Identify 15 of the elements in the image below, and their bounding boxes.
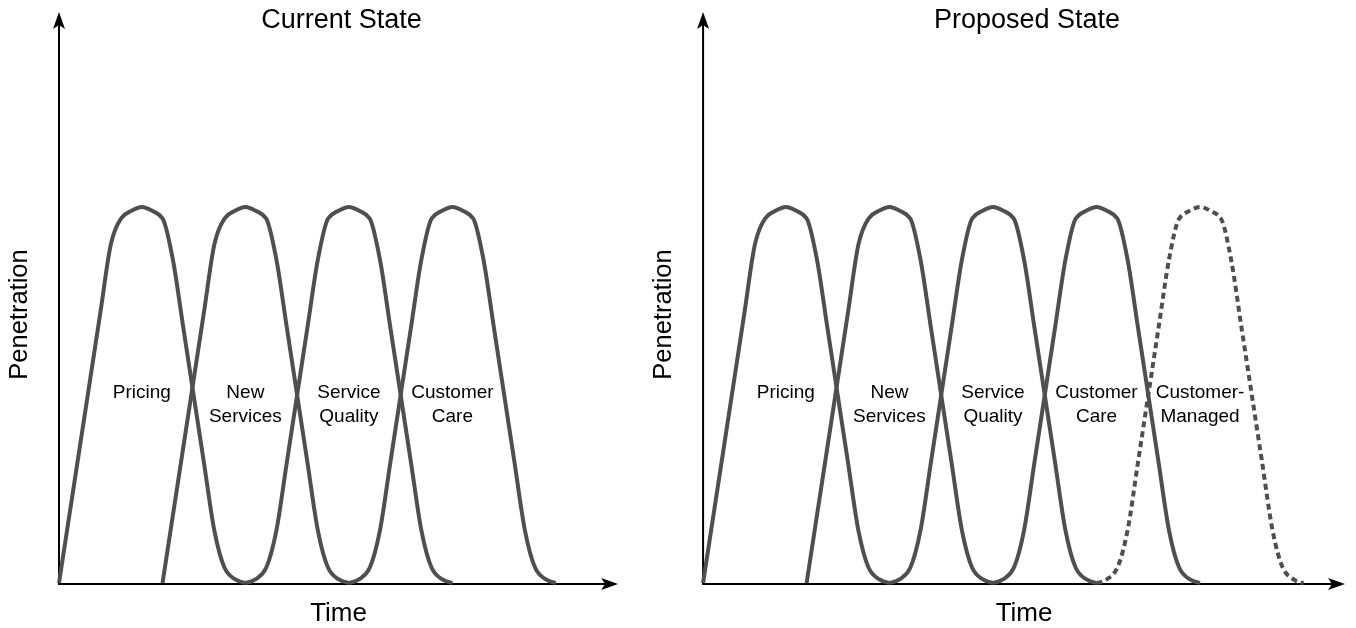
x-axis-title: Time (310, 597, 367, 627)
series-label: New Services (853, 380, 926, 426)
series-label: Customer-Managed (1155, 380, 1245, 426)
series-label: Pricing (756, 380, 815, 402)
series-label: Service Quality (317, 380, 381, 426)
y-axis-title: Penetration (4, 249, 32, 380)
series-label: Pricing (112, 380, 171, 402)
chart-title: Proposed State (933, 4, 1121, 34)
y-axis-title: Penetration (648, 249, 677, 380)
series-label: New Services (208, 380, 282, 426)
series-label: Service Quality (961, 380, 1025, 426)
x-axis-title: Time (995, 597, 1053, 627)
chart-title: Current State (261, 4, 422, 34)
series-label: Customer Care (411, 380, 495, 426)
series-label: Customer Care (1055, 380, 1139, 426)
